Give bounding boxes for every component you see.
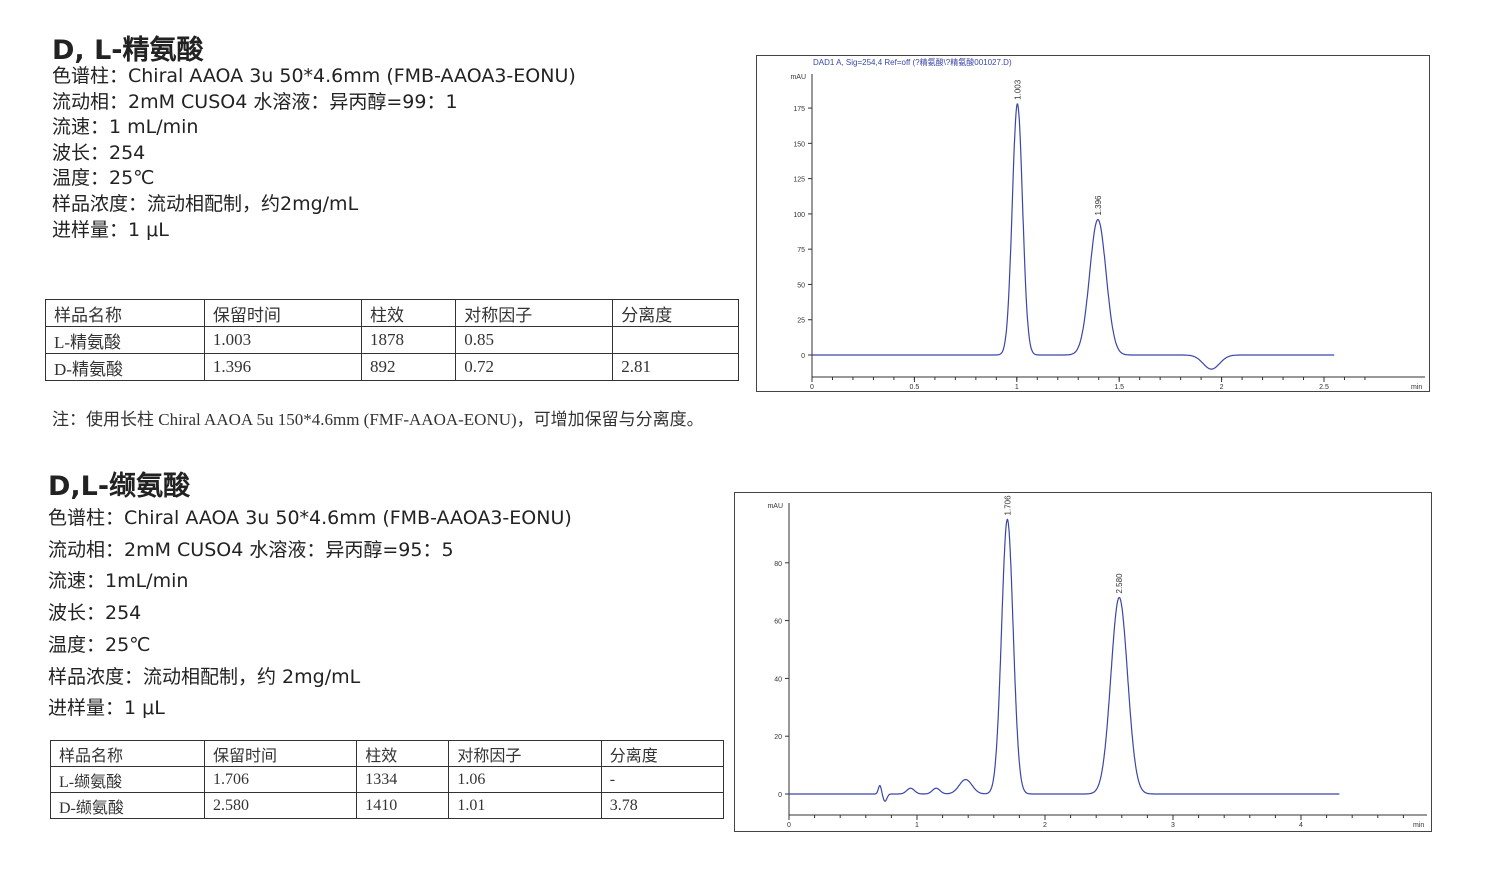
peak-label: 1.003 xyxy=(1013,79,1022,100)
header-cell: 保留时间 xyxy=(203,740,358,767)
header-cell: 样品名称 xyxy=(45,299,205,327)
x-tick-label: 0 xyxy=(787,822,791,829)
note: 注：使用长柱 Chiral AAOA 5u 150*4.6mm (FMF-AAO… xyxy=(52,410,704,429)
temperature-info: 温度：25℃ xyxy=(48,633,151,656)
injection-info: 进样量：1 μL xyxy=(52,218,169,241)
chromatogram-arginine: DAD1 A, Sig=254,4 Ref=off (?精氨酸\?精氨酸0010… xyxy=(756,55,1430,392)
concentration-info: 样品浓度：流动相配制，约 2mg/mL xyxy=(48,665,361,688)
section-title: D, L-精氨酸 xyxy=(52,35,204,66)
y-tick-label: 75 xyxy=(797,247,805,254)
flow-rate-info: 流速：1mL/min xyxy=(48,570,189,593)
x-tick-label: 0 xyxy=(810,384,814,391)
x-tick-label: 1 xyxy=(1015,384,1019,391)
y-tick-label: 0 xyxy=(778,792,782,799)
wavelength-info: 波长：254 xyxy=(48,602,142,625)
x-tick-label: 0.5 xyxy=(910,384,920,391)
flow-rate-info: 流速：1 mL/min xyxy=(52,116,199,139)
cell: 1878 xyxy=(360,326,457,354)
header-cell: 柱效 xyxy=(360,299,457,327)
mobile-phase-info: 流动相：2mM CUSO4 水溶液：异丙醇=99：1 xyxy=(52,90,458,113)
cell xyxy=(612,326,739,354)
cell: 2.580 xyxy=(203,792,358,819)
x-tick-label: 3 xyxy=(1171,822,1175,829)
section-title: D,L-缬氨酸 xyxy=(48,471,191,502)
table-header-row: 样品名称 保留时间 柱效 对称因子 分离度 xyxy=(45,299,739,327)
x-axis-label: min xyxy=(1413,822,1424,829)
header-cell: 样品名称 xyxy=(50,740,205,767)
header-cell: 柱效 xyxy=(356,740,450,767)
y-tick-label: 0 xyxy=(801,353,805,360)
wavelength-info: 波长：254 xyxy=(52,141,146,164)
table-row: D-缬氨酸 2.580 1410 1.01 3.78 xyxy=(50,792,725,819)
y-tick-label: 50 xyxy=(797,282,805,289)
x-tick-label: 1.5 xyxy=(1114,384,1124,391)
cell: 892 xyxy=(360,353,457,381)
cell: L-缬氨酸 xyxy=(50,766,205,793)
injection-info: 进样量：1 μL xyxy=(48,697,165,720)
cell: 0.85 xyxy=(455,326,614,354)
cell: 1410 xyxy=(356,792,450,819)
mobile-phase-info: 流动相：2mM CUSO4 水溶液：异丙醇=95：5 xyxy=(48,538,454,561)
peak-label: 2.580 xyxy=(1115,573,1124,594)
table-row: L-缬氨酸 1.706 1334 1.06- xyxy=(50,766,725,793)
y-axis-label: mAU xyxy=(790,74,806,81)
x-tick-label: 2 xyxy=(1220,384,1224,391)
cell: 1.003 xyxy=(203,326,362,354)
cell: D-缬氨酸 xyxy=(50,792,205,819)
chromatogram-trace xyxy=(812,103,1335,370)
peak-label: 1.396 xyxy=(1094,195,1103,216)
cell: 1334 xyxy=(356,766,450,793)
table-row: D-精氨酸 1.396 892 0.72 2.81 xyxy=(45,353,739,381)
y-tick-label: 80 xyxy=(774,561,782,568)
results-table: 样品名称 保留时间 柱效 对称因子 分离度 L-精氨酸 1.003 1878 0.85 D-精… xyxy=(45,299,739,381)
header-cell: 保留时间 xyxy=(203,299,362,327)
y-tick-label: 40 xyxy=(774,676,782,683)
cell: 1.396 xyxy=(203,353,362,381)
method-info: 色谱柱：Chiral AAOA 3u 50*4.6mm (FMB-AAOA3-E… xyxy=(48,503,572,725)
y-tick-label: 150 xyxy=(793,141,805,148)
x-tick-label: 1 xyxy=(915,822,919,829)
cell: 3.78 xyxy=(600,792,725,819)
table-row: L-精氨酸 1.003 1878 0.85 xyxy=(45,326,739,354)
y-tick-label: 175 xyxy=(793,106,805,113)
y-tick-label: 25 xyxy=(797,318,805,325)
peak-label: 1.706 xyxy=(1003,495,1012,516)
table-header-row: 样品名称 保留时间 柱效 对称因子 分离度 xyxy=(50,740,725,767)
cell: - xyxy=(600,766,725,793)
cell: L-精氨酸 xyxy=(45,326,205,354)
x-tick-label: 2.5 xyxy=(1319,384,1329,391)
method-info: 色谱柱：Chiral AAOA 3u 50*4.6mm (FMB-AAOA3-E… xyxy=(52,64,576,243)
header-cell: 对称因子 xyxy=(448,740,602,767)
y-axis-label: mAU xyxy=(767,503,783,510)
cell: 1.706 xyxy=(203,766,358,793)
column-info: 色谱柱：Chiral AAOA 3u 50*4.6mm (FMB-AAOA3-E… xyxy=(52,65,576,87)
header-cell: 分离度 xyxy=(600,740,725,767)
y-tick-label: 60 xyxy=(774,619,782,626)
chromatogram-trace xyxy=(789,518,1340,802)
x-tick-label: 2 xyxy=(1043,822,1047,829)
results-table: 样品名称 保留时间 柱效 对称因子 分离度 L-缬氨酸 1.706 1334 1.06- D-… xyxy=(50,740,725,819)
concentration-info: 样品浓度：流动相配制，约2mg/mL xyxy=(52,192,359,215)
temperature-info: 温度：25℃ xyxy=(52,167,155,190)
column-info: 色谱柱：Chiral AAOA 3u 50*4.6mm (FMB-AAOA3-E… xyxy=(48,507,572,529)
cell: 1.06 xyxy=(448,766,602,793)
cell: 2.81 xyxy=(612,353,739,381)
chromatogram-valine: mAU min 0 20 40 60 80 0 1 2 3 4 1.706 2.580 xyxy=(734,492,1432,832)
cell: 0.72 xyxy=(455,353,614,381)
x-axis-label: min xyxy=(1411,384,1422,391)
header-cell: 对称因子 xyxy=(455,299,614,327)
cell: 1.01 xyxy=(448,792,602,819)
y-tick-label: 125 xyxy=(793,177,805,184)
x-tick-label: 4 xyxy=(1299,822,1303,829)
chart-title: DAD1 A, Sig=254,4 Ref=off (?精氨酸\?精氨酸0010… xyxy=(813,57,1012,67)
y-tick-label: 20 xyxy=(774,734,782,741)
header-cell: 分离度 xyxy=(612,299,739,327)
cell: D-精氨酸 xyxy=(45,353,205,381)
y-tick-label: 100 xyxy=(793,212,805,219)
